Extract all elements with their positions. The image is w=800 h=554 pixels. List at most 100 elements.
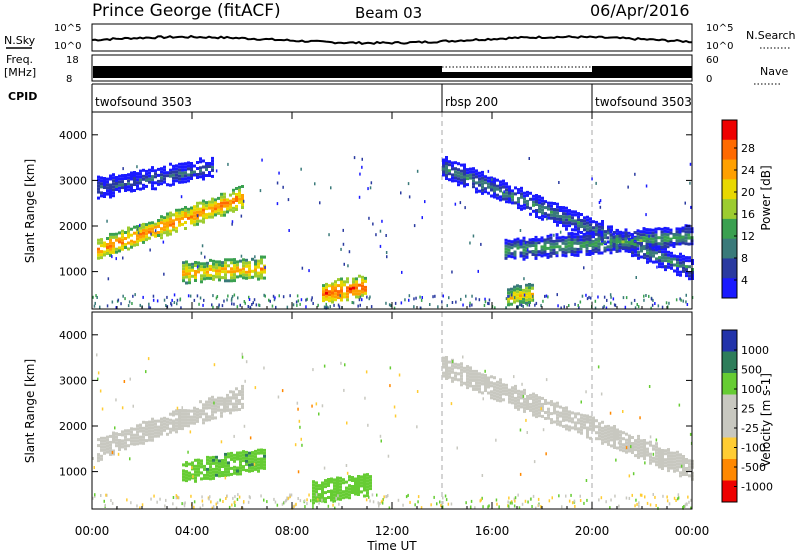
heatmap-cell bbox=[535, 194, 538, 197]
heatmap-cell bbox=[475, 369, 478, 373]
heatmap-cell bbox=[363, 476, 366, 480]
heatmap-cell bbox=[481, 391, 484, 395]
heatmap-cell bbox=[526, 202, 529, 206]
heatmap-cell bbox=[580, 422, 583, 426]
heatmap-cell bbox=[574, 213, 577, 217]
heatmap-cell bbox=[640, 442, 643, 446]
heatmap-cell bbox=[103, 180, 106, 183]
heatmap-cell bbox=[582, 241, 586, 245]
heatmap-cell bbox=[508, 191, 511, 195]
heatmap-cell bbox=[613, 428, 616, 431]
heatmap-cell bbox=[360, 478, 363, 482]
heatmap-cell bbox=[124, 246, 127, 249]
heatmap-cell bbox=[445, 165, 448, 168]
heatmap-cell bbox=[667, 250, 670, 254]
heatmap-cell bbox=[166, 224, 169, 228]
heatmap-cell bbox=[103, 451, 106, 455]
heatmap-cell bbox=[451, 176, 454, 180]
scatter-cell bbox=[401, 270, 403, 274]
scatter-cell bbox=[524, 499, 527, 503]
scatter-cell bbox=[94, 494, 96, 498]
heatmap-cell bbox=[574, 222, 577, 226]
heatmap-cell bbox=[504, 244, 508, 248]
heatmap-cell bbox=[612, 244, 616, 248]
heatmap-cell bbox=[681, 229, 685, 233]
heatmap-cell bbox=[115, 438, 118, 442]
heatmap-cell bbox=[100, 238, 103, 242]
heatmap-cell bbox=[166, 233, 169, 237]
heatmap-cell bbox=[502, 389, 505, 393]
heatmap-cell bbox=[631, 236, 634, 240]
heatmap-cell bbox=[688, 256, 691, 260]
heatmap-cell bbox=[181, 165, 184, 169]
heatmap-cell bbox=[516, 243, 520, 247]
heatmap-cell bbox=[145, 421, 148, 425]
y-tick-label: 2000 bbox=[59, 220, 87, 233]
heatmap-cell bbox=[493, 180, 496, 184]
heatmap-cell bbox=[595, 425, 598, 429]
heatmap-cell bbox=[457, 378, 460, 382]
heatmap-cell bbox=[538, 414, 541, 418]
heatmap-cell bbox=[658, 450, 661, 454]
heatmap-cell bbox=[651, 246, 655, 250]
scatter-cell bbox=[610, 498, 612, 502]
noise-tick-bottom-left: 10^0 bbox=[54, 41, 81, 52]
colorbar-swatch bbox=[722, 459, 737, 481]
heatmap-cell bbox=[490, 182, 493, 186]
heatmap-cell bbox=[190, 165, 193, 168]
y-tick-label: 2000 bbox=[59, 420, 87, 433]
heatmap-cell bbox=[594, 238, 598, 242]
heatmap-cell bbox=[112, 434, 115, 438]
scatter-cell bbox=[92, 295, 94, 299]
scatter-cell bbox=[198, 302, 200, 306]
heatmap-cell bbox=[209, 273, 212, 277]
heatmap-cell bbox=[238, 402, 241, 405]
heatmap-cell bbox=[254, 268, 257, 272]
heatmap-cell bbox=[538, 201, 541, 205]
heatmap-cell bbox=[628, 440, 631, 444]
heatmap-cell bbox=[460, 365, 463, 369]
heatmap-cell bbox=[579, 247, 583, 251]
scatter-cell bbox=[231, 302, 233, 306]
noise-panel: N.Sky 10^5 10^0 10^5 10^0 N.Search bbox=[4, 23, 796, 52]
heatmap-cell bbox=[672, 233, 676, 236]
heatmap-cell bbox=[487, 379, 490, 383]
heatmap-cell bbox=[148, 429, 151, 433]
heatmap-cell bbox=[513, 291, 516, 295]
heatmap-cell bbox=[245, 462, 248, 466]
scatter-cell bbox=[451, 360, 454, 364]
heatmap-cell bbox=[448, 178, 451, 182]
heatmap-cell bbox=[681, 235, 685, 239]
heatmap-cell bbox=[637, 250, 640, 254]
heatmap-cell bbox=[203, 262, 206, 266]
scatter-cell bbox=[149, 248, 151, 252]
heatmap-cell bbox=[565, 415, 568, 419]
scatter-cell bbox=[299, 302, 301, 306]
scatter-cell bbox=[522, 305, 524, 308]
heatmap-cell bbox=[221, 276, 224, 280]
heatmap-cell bbox=[221, 465, 224, 468]
heatmap-cell bbox=[570, 232, 574, 235]
heatmap-cell bbox=[685, 265, 688, 269]
heatmap-cell bbox=[236, 472, 239, 476]
heatmap-cell bbox=[516, 237, 520, 241]
heatmap-cell bbox=[568, 212, 571, 216]
heatmap-cell bbox=[184, 206, 187, 209]
heatmap-cell bbox=[541, 196, 544, 200]
heatmap-cell bbox=[340, 283, 343, 287]
heatmap-cell bbox=[127, 179, 130, 183]
heatmap-cell bbox=[361, 293, 364, 297]
scatter-cell bbox=[97, 377, 99, 381]
heatmap-cell bbox=[679, 264, 682, 268]
heatmap-cell bbox=[513, 238, 517, 242]
heatmap-cell bbox=[218, 260, 221, 264]
scatter-cell bbox=[117, 298, 120, 302]
scatter-cell bbox=[579, 499, 582, 502]
heatmap-cell bbox=[327, 496, 330, 499]
heatmap-cell bbox=[190, 215, 193, 219]
heatmap-cell bbox=[496, 193, 499, 197]
heatmap-cell bbox=[570, 241, 574, 244]
heatmap-cell bbox=[172, 219, 175, 223]
heatmap-cell bbox=[667, 265, 670, 269]
scatter-cell bbox=[464, 206, 466, 210]
